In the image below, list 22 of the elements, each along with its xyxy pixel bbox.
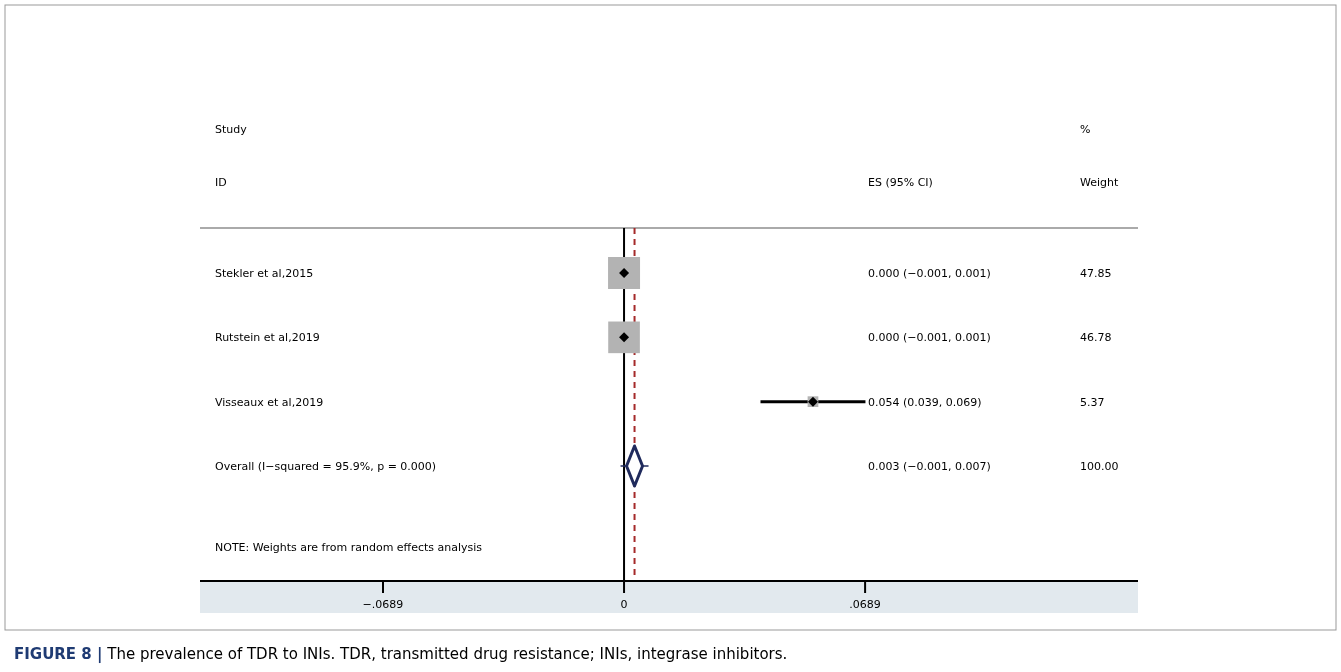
text: ES (95% CI) [868,175,933,189]
annotation: NOTE: Weights are from random effects analysis [215,540,483,554]
annotation: 46.78 [1080,331,1112,345]
x-tick-label: −.0689 [362,598,404,611]
y-tick-label: Overall (I−squared = 95.9%, p = 0.000) [215,459,437,473]
y-tick-label: Rutstein et al,2019 [215,331,320,345]
y-tick-label: Visseaux et al,2019 [215,395,324,409]
annotation: 5.37 [1080,395,1105,409]
x-tick-label: .0689 [849,598,881,611]
annotation: 0.003 (−0.001, 0.007) [868,459,991,473]
text: Study [215,122,248,136]
annotation: 0.000 (−0.001, 0.001) [868,331,991,345]
text: Weight [1080,175,1120,189]
annotation: 100.00 [1080,459,1119,473]
annotation: 0.054 (0.039, 0.069) [868,395,982,409]
caption: FIGURE 8 | The prevalence of TDR to INIs. TDR, transmitted drug resistance; INIs, integrase inhibitors. [14,645,788,665]
text: % [1080,122,1091,136]
annotation: 47.85 [1080,266,1112,280]
annotation: 0.000 (−0.001, 0.001) [868,266,991,280]
y-tick-label: Stekler et al,2015 [215,266,314,280]
text: ID [215,175,227,189]
x-tick-label: 0 [620,598,628,611]
